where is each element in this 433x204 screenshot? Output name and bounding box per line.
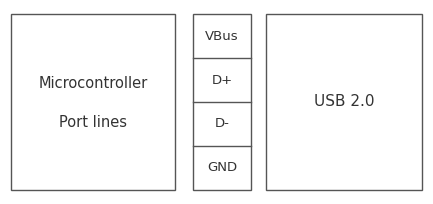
Text: GND: GND [207, 161, 237, 174]
Text: Port lines: Port lines [59, 115, 127, 130]
Bar [266, 14, 422, 190]
Bar [11, 14, 175, 190]
Bar [193, 14, 251, 190]
Text: D-: D- [214, 118, 229, 130]
Text: D+: D+ [211, 74, 233, 86]
Text: Microcontroller: Microcontroller [39, 76, 148, 91]
Text: VBus: VBus [205, 30, 239, 43]
Text: USB 2.0: USB 2.0 [314, 94, 375, 110]
